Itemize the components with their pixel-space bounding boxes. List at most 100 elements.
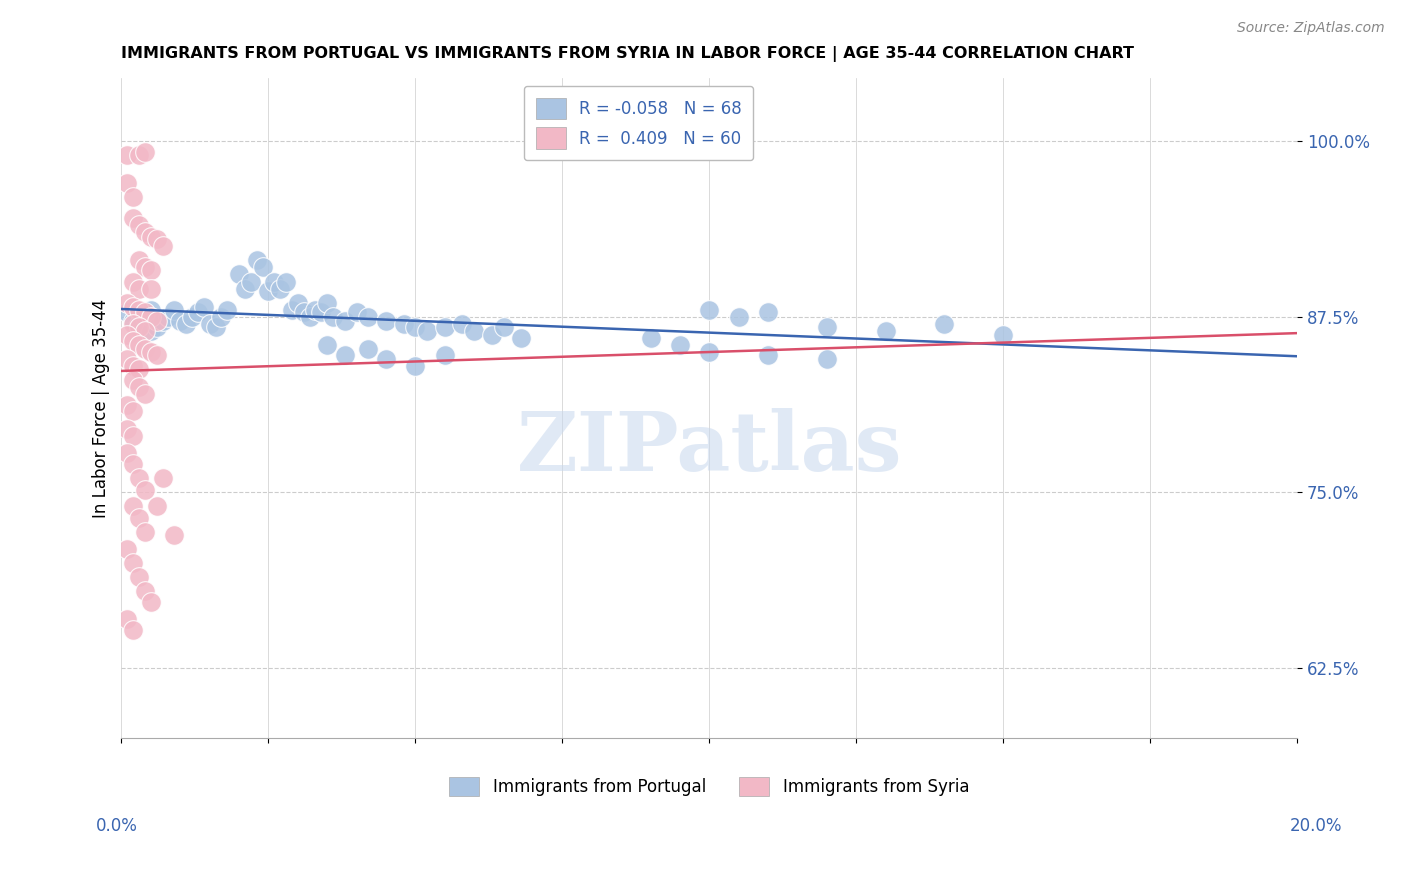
Point xyxy=(304,302,326,317)
Point xyxy=(145,348,167,362)
Text: IMMIGRANTS FROM PORTUGAL VS IMMIGRANTS FROM SYRIA IN LABOR FORCE | AGE 35-44 COR: IMMIGRANTS FROM PORTUGAL VS IMMIGRANTS F… xyxy=(121,46,1135,62)
Point xyxy=(993,327,1015,342)
Point xyxy=(145,232,167,246)
Point xyxy=(134,225,156,239)
Point xyxy=(433,348,456,362)
Point xyxy=(404,319,426,334)
Point xyxy=(139,281,162,295)
Point xyxy=(152,239,174,253)
Point xyxy=(492,319,515,334)
Point xyxy=(122,190,145,204)
Point xyxy=(239,275,262,289)
Point xyxy=(134,342,156,356)
Point xyxy=(134,387,156,401)
Point xyxy=(134,583,156,598)
Point xyxy=(163,527,186,541)
Point xyxy=(134,310,156,324)
Point xyxy=(134,524,156,539)
Point xyxy=(209,310,232,324)
Y-axis label: In Labor Force | Age 35-44: In Labor Force | Age 35-44 xyxy=(93,299,110,517)
Point xyxy=(128,148,150,162)
Point xyxy=(145,319,167,334)
Point xyxy=(346,305,368,319)
Point xyxy=(134,483,156,497)
Point xyxy=(128,219,150,233)
Point xyxy=(252,260,274,275)
Point xyxy=(122,334,145,348)
Point xyxy=(257,285,280,299)
Point xyxy=(640,331,662,345)
Point xyxy=(298,310,321,324)
Point xyxy=(117,327,139,342)
Point xyxy=(122,359,145,373)
Point xyxy=(269,281,291,295)
Point xyxy=(128,338,150,352)
Point xyxy=(122,275,145,289)
Point xyxy=(174,317,197,331)
Point xyxy=(117,398,139,412)
Point xyxy=(152,314,174,328)
Point xyxy=(122,500,145,514)
Point xyxy=(139,310,162,324)
Point xyxy=(463,324,485,338)
Point xyxy=(815,319,838,334)
Point xyxy=(128,471,150,485)
Point xyxy=(292,305,315,319)
Point xyxy=(281,302,304,317)
Point xyxy=(316,295,339,310)
Point xyxy=(217,302,239,317)
Point xyxy=(128,302,150,317)
Point xyxy=(934,317,956,331)
Point xyxy=(228,268,250,282)
Point xyxy=(246,253,269,268)
Point xyxy=(128,317,150,331)
Point xyxy=(187,305,209,319)
Point xyxy=(697,344,720,359)
Point xyxy=(152,471,174,485)
Point xyxy=(122,373,145,387)
Point xyxy=(204,319,226,334)
Point xyxy=(322,310,344,324)
Point xyxy=(117,612,139,626)
Point xyxy=(333,348,356,362)
Point xyxy=(163,302,186,317)
Text: ZIPatlas: ZIPatlas xyxy=(516,408,903,488)
Point xyxy=(145,314,167,328)
Point xyxy=(139,302,162,317)
Point xyxy=(357,310,380,324)
Point xyxy=(134,305,156,319)
Point xyxy=(128,319,150,334)
Point xyxy=(139,229,162,244)
Point xyxy=(416,324,439,338)
Point xyxy=(169,314,191,328)
Point xyxy=(122,556,145,570)
Point xyxy=(727,310,749,324)
Point xyxy=(139,263,162,277)
Point xyxy=(128,253,150,268)
Point xyxy=(333,314,356,328)
Point xyxy=(274,275,297,289)
Point xyxy=(697,302,720,317)
Point xyxy=(311,305,333,319)
Point xyxy=(122,404,145,418)
Point xyxy=(128,281,150,295)
Point xyxy=(117,446,139,460)
Point xyxy=(117,295,139,310)
Point xyxy=(122,314,145,328)
Point xyxy=(357,342,380,356)
Point xyxy=(117,351,139,366)
Point xyxy=(157,310,180,324)
Point xyxy=(139,344,162,359)
Point xyxy=(875,324,897,338)
Point xyxy=(134,324,156,338)
Point xyxy=(181,310,204,324)
Point xyxy=(193,300,215,314)
Point xyxy=(669,338,692,352)
Point xyxy=(233,281,256,295)
Point xyxy=(263,275,285,289)
Point xyxy=(122,457,145,471)
Point xyxy=(404,359,426,373)
Point xyxy=(145,500,167,514)
Point xyxy=(117,305,139,319)
Point xyxy=(815,351,838,366)
